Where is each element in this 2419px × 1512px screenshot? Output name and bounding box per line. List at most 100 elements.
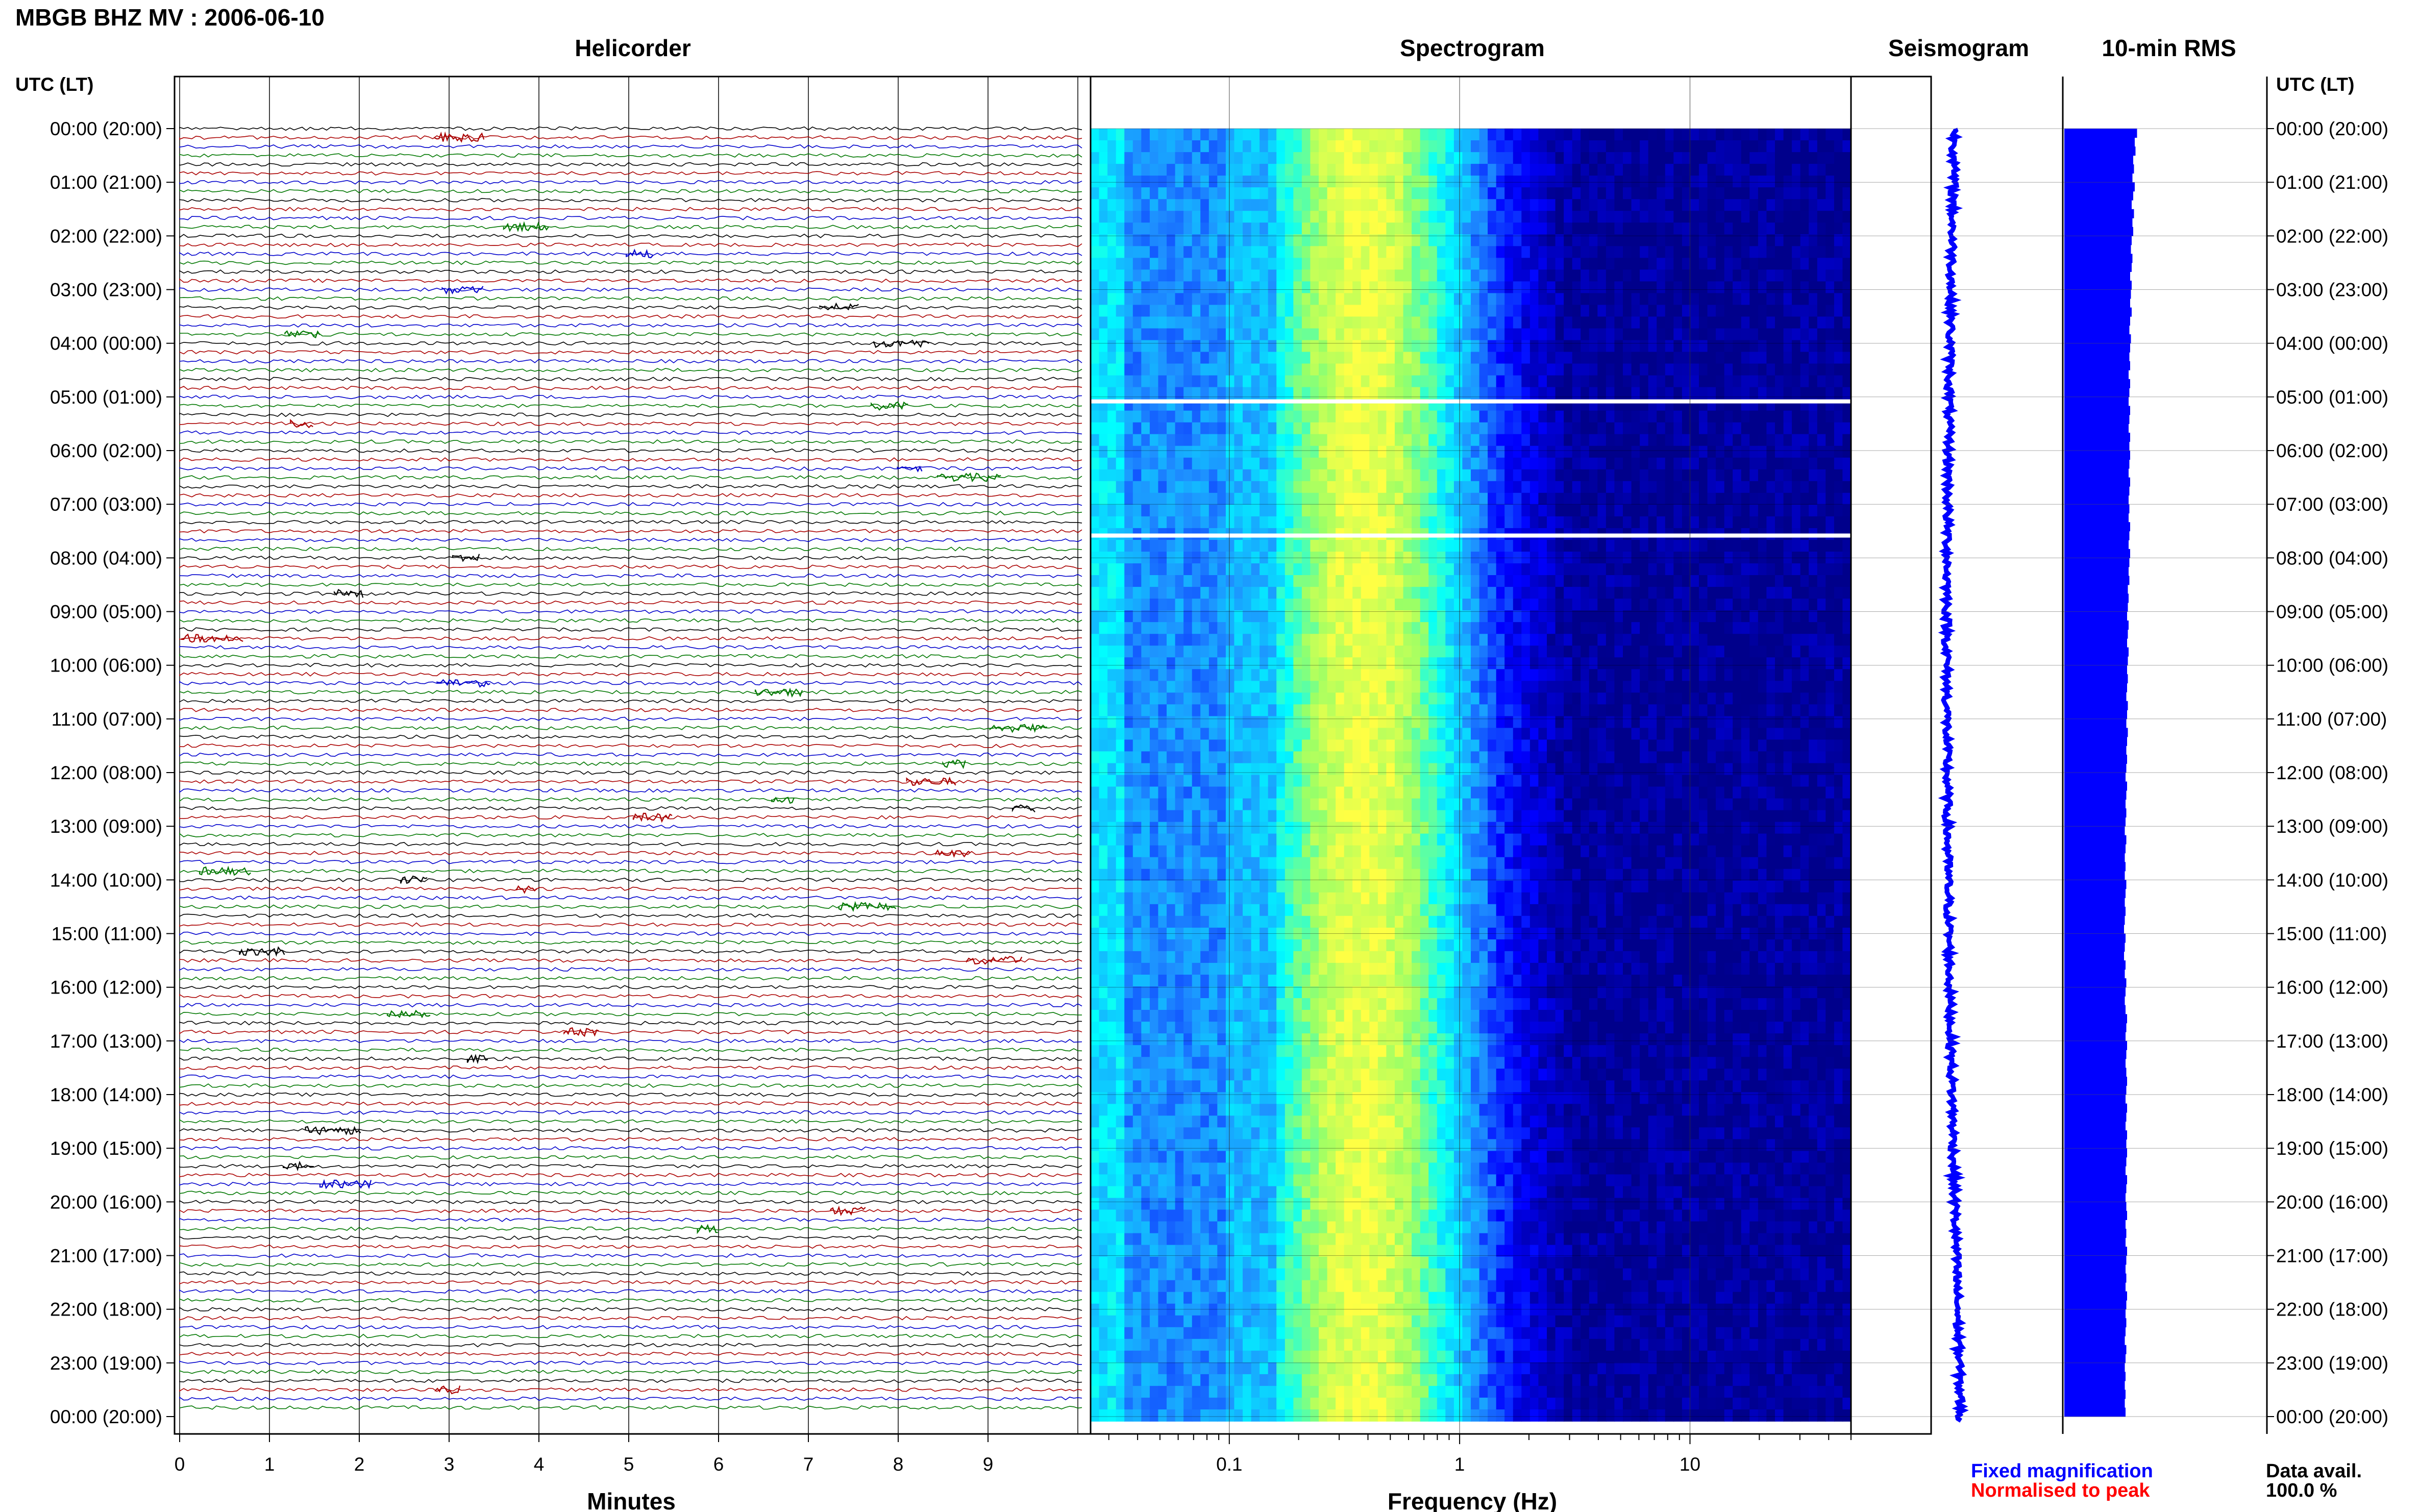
spectrogram-cell [1420, 575, 1429, 587]
spectrogram-cell [1158, 293, 1167, 306]
spectrogram-cell [1310, 504, 1319, 517]
spectrogram-cell [1749, 692, 1759, 705]
spectrogram-cell [1310, 469, 1319, 482]
spectrogram-cell [1344, 481, 1353, 493]
spectrogram-cell [1581, 622, 1590, 634]
spectrogram-cell [1547, 422, 1556, 435]
spectrogram-cell [1648, 587, 1658, 599]
spectrogram-cell [1488, 352, 1497, 364]
spectrogram-cell [1724, 763, 1734, 776]
spectrogram-cell [1217, 140, 1226, 153]
spectrogram-cell [1234, 422, 1243, 435]
spectrogram-cell [1352, 622, 1362, 634]
spectrogram-cell [1792, 492, 1801, 505]
spectrogram-cell [1319, 328, 1328, 341]
spectrogram-cell [1775, 552, 1784, 564]
spectrogram-cell [1175, 164, 1184, 176]
spectrogram-cell [1665, 293, 1674, 306]
spectrogram-cell [1682, 222, 1691, 235]
spectrogram-cell [1344, 469, 1353, 482]
spectrogram-cell [1623, 552, 1632, 564]
spectrogram-cell [1825, 669, 1835, 682]
spectrogram-cell [1589, 410, 1598, 423]
spectrogram-cell [1749, 363, 1759, 376]
spectrogram-cell [1260, 445, 1269, 458]
spectrogram-cell [1673, 328, 1683, 341]
spectrogram-cell [1344, 422, 1353, 435]
spectrogram-cell [1327, 552, 1336, 564]
spectrogram-cell [1682, 211, 1691, 223]
spectrogram-cell [1555, 481, 1564, 493]
spectrogram-cell [1707, 328, 1716, 341]
spectrogram-cell [1234, 587, 1243, 599]
spectrogram-cell [1538, 469, 1547, 482]
spectrogram-cell [1445, 445, 1454, 458]
spectrogram-cell [1817, 445, 1826, 458]
spectrogram-cell [1724, 751, 1734, 764]
spectrogram-cell [1412, 316, 1421, 329]
spectrogram-cell [1657, 363, 1666, 376]
spectrogram-cell [1749, 422, 1759, 435]
spectrogram-cell [1091, 422, 1100, 435]
spectrogram-cell [1124, 646, 1133, 658]
spectrogram-cell [1504, 211, 1514, 223]
spectrogram-cell [1428, 269, 1438, 282]
spectrogram-cell [1606, 211, 1615, 223]
spectrogram-cell [1167, 269, 1176, 282]
spectrogram-cell [1200, 775, 1210, 787]
spectrogram-cell [1208, 434, 1218, 447]
spectrogram-cell [1167, 129, 1176, 141]
spectrogram-cell [1529, 622, 1539, 634]
spectrogram-cell [1420, 445, 1429, 458]
spectrogram-cell [1412, 610, 1421, 623]
spectrogram-cell [1597, 246, 1607, 259]
spectrogram-cell [1352, 457, 1362, 470]
spectrogram-cell [1310, 739, 1319, 752]
spectrogram-cell [1319, 646, 1328, 658]
spectrogram-cell [1479, 575, 1488, 587]
spectrogram-cell [1276, 575, 1286, 587]
spectrogram-cell [1225, 164, 1235, 176]
spectrogram-cell [1758, 646, 1767, 658]
spectrogram-cell [1547, 457, 1556, 470]
spectrogram-cell [1817, 634, 1826, 646]
spectrogram-cell [1327, 258, 1336, 270]
spectrogram-cell [1631, 634, 1640, 646]
spectrogram-cell [1741, 340, 1750, 353]
spectrogram-cell [1260, 669, 1269, 682]
spectrogram-cell [1809, 445, 1818, 458]
spectrogram-cell [1099, 176, 1108, 188]
spectrogram-cell [1521, 199, 1531, 211]
spectrogram-cell [1107, 164, 1117, 176]
spectrogram-cell [1521, 387, 1531, 400]
spectrogram-cell [1572, 269, 1582, 282]
spectrogram-cell [1538, 281, 1547, 294]
spectrogram-cell [1099, 646, 1108, 658]
spectrogram-cell [1673, 657, 1683, 670]
spectrogram-cell [1825, 704, 1835, 717]
spectrogram-cell [1792, 363, 1801, 376]
spectrogram-cell [1716, 305, 1725, 317]
spectrogram-cell [1707, 457, 1716, 470]
spectrogram-cell [1479, 258, 1488, 270]
spectrogram-cell [1141, 763, 1150, 776]
spectrogram-cell [1682, 599, 1691, 611]
spectrogram-cell [1513, 328, 1522, 341]
spectrogram-cell [1749, 552, 1759, 564]
spectrogram-cell [1673, 375, 1683, 388]
spectrogram-cell [1361, 516, 1370, 529]
spectrogram-cell [1733, 657, 1742, 670]
spectrogram-cell [1479, 728, 1488, 740]
spectrogram-cell [1192, 222, 1201, 235]
spectrogram-cell [1293, 692, 1302, 705]
spectrogram-cell [1251, 457, 1260, 470]
spectrogram-cell [1800, 457, 1810, 470]
spectrogram-cell [1690, 716, 1699, 729]
spectrogram-cell [1428, 340, 1438, 353]
spectrogram-cell [1800, 610, 1810, 623]
spectrogram-cell [1581, 692, 1590, 705]
spectrogram-cell [1327, 222, 1336, 235]
spectrogram-cell [1395, 763, 1404, 776]
spectrogram-cell [1834, 152, 1843, 164]
spectrogram-cell [1453, 657, 1463, 670]
